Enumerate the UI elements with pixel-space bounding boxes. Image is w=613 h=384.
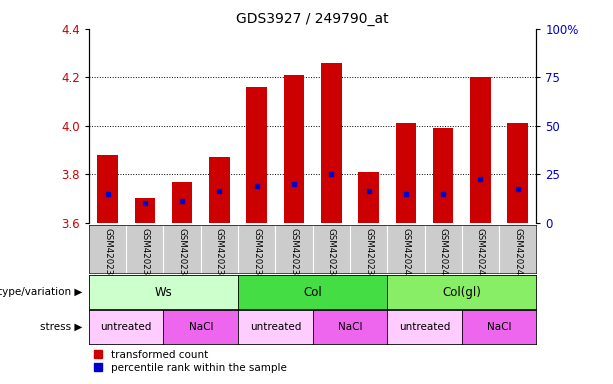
Text: GSM420238: GSM420238 [327,228,336,281]
Text: Col: Col [303,286,322,299]
Text: GSM420239: GSM420239 [364,228,373,281]
Bar [508,123,528,223]
Text: GSM420232: GSM420232 [103,228,112,281]
Text: Ws: Ws [154,286,172,299]
Text: GSM420235: GSM420235 [215,228,224,281]
Text: Col(gl): Col(gl) [443,286,481,299]
Bar [395,123,416,223]
Text: NaCl: NaCl [338,322,362,332]
Bar [359,172,379,223]
Text: GSM420234: GSM420234 [178,228,186,281]
Bar [135,199,155,223]
Text: GSM420243: GSM420243 [513,228,522,281]
Title: GDS3927 / 249790_at: GDS3927 / 249790_at [237,12,389,26]
Bar [172,182,192,223]
Bar [433,128,454,223]
Text: untreated: untreated [101,322,152,332]
Text: genotype/variation ▶: genotype/variation ▶ [0,287,83,297]
Bar [97,155,118,223]
Text: GSM420242: GSM420242 [476,228,485,281]
Legend: transformed count, percentile rank within the sample: transformed count, percentile rank withi… [94,350,287,373]
Text: GSM420236: GSM420236 [252,228,261,281]
Text: GSM420241: GSM420241 [439,228,447,281]
Text: NaCl: NaCl [487,322,511,332]
Bar [246,87,267,223]
Text: GSM420233: GSM420233 [140,228,150,281]
Bar [321,63,341,223]
Text: GSM420240: GSM420240 [402,228,410,281]
Bar [284,75,304,223]
Bar [209,157,230,223]
Text: GSM420237: GSM420237 [289,228,299,281]
Bar [470,77,490,223]
Text: untreated: untreated [399,322,450,332]
Text: NaCl: NaCl [189,322,213,332]
Text: stress ▶: stress ▶ [40,322,83,332]
Text: untreated: untreated [249,322,301,332]
